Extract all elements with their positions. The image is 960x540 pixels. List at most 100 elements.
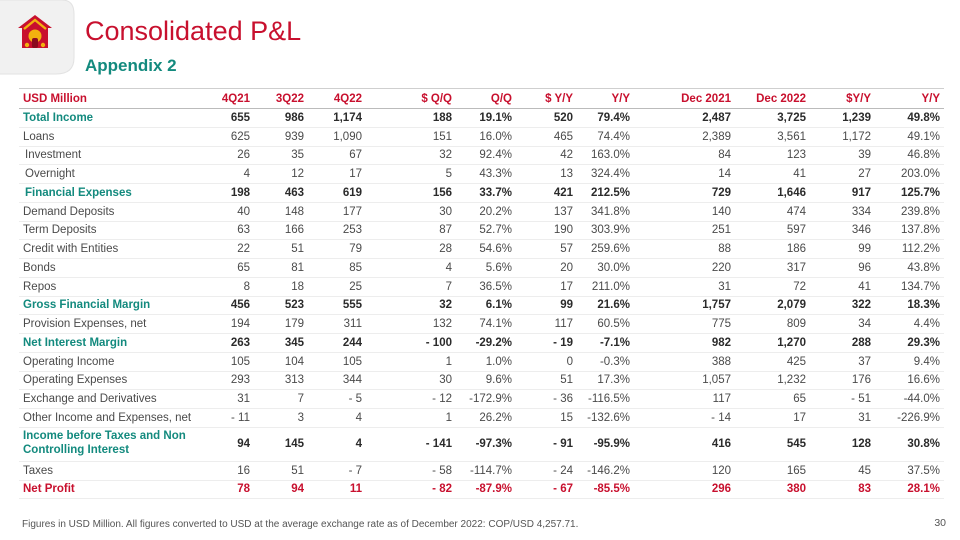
table-row: Loans 625 939 1,090 151 16.0% 465 74.4% 2,389 3,5… <box>19 127 944 147</box>
table-cell: 655 <box>199 108 254 128</box>
table-cell: 31 <box>810 408 875 428</box>
table-cell: -97.3% <box>456 427 516 462</box>
column-header: $ Q/Q <box>366 88 456 109</box>
column-header: Dec 2022 <box>735 88 810 109</box>
table-cell: 51 <box>254 239 308 259</box>
table-cell: 74.4% <box>577 127 634 147</box>
table-cell: 939 <box>254 127 308 147</box>
table-cell: 29.3% <box>875 333 944 353</box>
table-cell: 1,646 <box>735 183 810 203</box>
table-cell: -87.9% <box>456 480 516 500</box>
table-cell: 4 <box>199 164 254 184</box>
row-label: Exchange and Derivatives <box>19 389 199 409</box>
table-row: Net Interest Margin 263 345 244- 100 -29.2% -… <box>19 333 944 353</box>
table-cell: 344 <box>308 371 366 391</box>
table-cell: 186 <box>735 239 810 259</box>
table-cell: 148 <box>254 202 308 222</box>
table-cell: 49.8% <box>875 108 944 128</box>
table-cell: 1,270 <box>735 333 810 353</box>
table-cell: - 24 <box>516 461 577 481</box>
table-cell: 20 <box>516 258 577 278</box>
column-header: 3Q22 <box>254 88 308 109</box>
table-cell: 263 <box>199 333 254 353</box>
table-cell: 555 <box>308 296 366 316</box>
row-label: Credit with Entities <box>19 239 199 259</box>
table-cell: - 67 <box>516 480 577 500</box>
table-cell: 17 <box>516 277 577 297</box>
table-cell: 88 <box>634 239 735 259</box>
table-cell: 31 <box>634 277 735 297</box>
row-label: Net Interest Margin <box>19 333 199 353</box>
table-cell: 21.6% <box>577 296 634 316</box>
table-cell: 140 <box>634 202 735 222</box>
table-cell: 545 <box>735 427 810 462</box>
table-cell: 105 <box>308 352 366 372</box>
table-cell: 7 <box>254 389 308 409</box>
table-cell: 317 <box>735 258 810 278</box>
table-cell: 1,090 <box>308 127 366 147</box>
table-cell: 523 <box>254 296 308 316</box>
table-cell: 3,561 <box>735 127 810 147</box>
table-cell: 917 <box>810 183 875 203</box>
row-label: Provision Expenses, net <box>19 314 199 334</box>
table-row: Net Profit 78 94 11- 82 -87.9% - 67 -85.5% 296 3… <box>19 480 944 500</box>
column-header: Dec 2021 <box>634 88 735 109</box>
table-cell: 425 <box>735 352 810 372</box>
table-cell: 244 <box>308 333 366 353</box>
table-cell: 25 <box>308 277 366 297</box>
table-cell: 117 <box>634 389 735 409</box>
table-cell: -95.9% <box>577 427 634 462</box>
table-cell: 74.1% <box>456 314 516 334</box>
table-row: Financial Expenses 198 463 619 156 33.7% 421 21… <box>19 183 944 203</box>
table-cell: 165 <box>735 461 810 481</box>
table-cell: 380 <box>735 480 810 500</box>
table-cell: 4.4% <box>875 314 944 334</box>
table-cell: 251 <box>634 221 735 241</box>
table-cell: 179 <box>254 314 308 334</box>
table-cell: 79 <box>308 239 366 259</box>
table-cell: 177 <box>308 202 366 222</box>
table-cell: -114.7% <box>456 461 516 481</box>
table-cell: 18 <box>254 277 308 297</box>
table-cell: 26 <box>199 146 254 166</box>
table-cell: 30.8% <box>875 427 944 462</box>
table-cell: 809 <box>735 314 810 334</box>
table-cell: 474 <box>735 202 810 222</box>
table-cell: 32 <box>366 296 456 316</box>
table-cell: 2,487 <box>634 108 735 128</box>
table-cell: 57 <box>516 239 577 259</box>
brand-logo <box>0 0 76 76</box>
row-label: Other Income and Expenses, net <box>19 408 199 428</box>
table-cell: 43.8% <box>875 258 944 278</box>
table-cell: 30 <box>366 202 456 222</box>
table-cell: 96 <box>810 258 875 278</box>
table-cell: 3 <box>254 408 308 428</box>
table-cell: 145 <box>254 427 308 462</box>
column-header: 4Q22 <box>308 88 366 109</box>
table-cell: 625 <box>199 127 254 147</box>
table-cell: 1.0% <box>456 352 516 372</box>
table-cell: 128 <box>810 427 875 462</box>
row-label: Financial Expenses <box>19 183 199 203</box>
table-cell: 12 <box>254 164 308 184</box>
table-cell: 5.6% <box>456 258 516 278</box>
table-cell: 137 <box>516 202 577 222</box>
table-cell: 4 <box>366 258 456 278</box>
table-cell: 41 <box>810 277 875 297</box>
table-row: Operating Expenses 293 313 344 30 9.6% 51 17.3%… <box>19 371 944 391</box>
table-cell: 16.0% <box>456 127 516 147</box>
table-cell: 198 <box>199 183 254 203</box>
table-cell: 37.5% <box>875 461 944 481</box>
table-cell: 324.4% <box>577 164 634 184</box>
table-cell: 253 <box>308 221 366 241</box>
table-cell: - 91 <box>516 427 577 462</box>
table-cell: 65 <box>199 258 254 278</box>
table-cell: 33.7% <box>456 183 516 203</box>
footnote: Figures in USD Million. All figures conv… <box>22 519 579 530</box>
table-cell: - 51 <box>810 389 875 409</box>
table-cell: -29.2% <box>456 333 516 353</box>
table-cell: 43.3% <box>456 164 516 184</box>
table-cell: 4 <box>308 427 366 462</box>
table-cell: 729 <box>634 183 735 203</box>
page-subtitle: Appendix 2 <box>85 56 177 75</box>
